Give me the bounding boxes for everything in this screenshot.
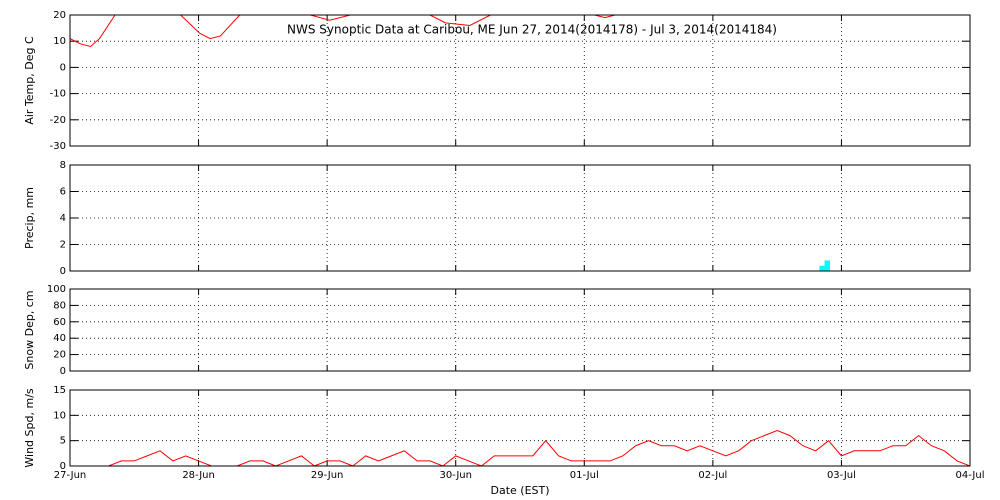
y-tick-label: 40	[53, 333, 66, 344]
x-tick-label: 30-Jun	[439, 470, 472, 481]
plot-area	[819, 260, 830, 271]
y-tick-label: 4	[60, 213, 66, 224]
y-tick-label: -10	[50, 89, 66, 100]
plot-frame	[69, 164, 971, 272]
y-tick-label: 20	[53, 350, 66, 361]
y-tick-label: 10	[53, 410, 66, 421]
y-tick-label: 20	[53, 10, 66, 21]
plot-frame	[69, 14, 971, 147]
x-axis-label: Date (EST)	[490, 484, 549, 497]
y-tick-label: 6	[60, 187, 66, 198]
y-tick-label: 60	[53, 317, 66, 328]
y-tick-label: 10	[53, 36, 66, 47]
plot-frame	[69, 288, 971, 372]
data-line	[70, 429, 970, 466]
y-axis-label: Snow Dep, cm	[23, 290, 36, 369]
y-tick-label: 0	[60, 62, 66, 73]
plot-area	[70, 429, 970, 466]
x-tick-label: 04-Jul	[956, 470, 985, 481]
y-tick-label: 0	[60, 366, 66, 377]
y-tick-label: 80	[53, 300, 66, 311]
bar	[819, 265, 825, 271]
y-tick-label: 8	[60, 160, 66, 171]
bar	[824, 260, 830, 271]
y-tick-label: 15	[53, 385, 66, 396]
y-tick-label: 0	[60, 266, 66, 277]
plot-frame	[69, 389, 971, 467]
x-tick-label: 28-Jun	[182, 470, 215, 481]
y-tick-label: -20	[50, 115, 66, 126]
y-tick-label: 100	[47, 284, 66, 295]
x-tick-label: 02-Jul	[698, 470, 727, 481]
y-tick-label: -30	[50, 141, 66, 152]
x-tick-label: 27-Jun	[54, 470, 87, 481]
x-tick-label: 01-Jul	[570, 470, 599, 481]
y-tick-label: 5	[60, 436, 66, 447]
chart-title: NWS Synoptic Data at Caribou, ME Jun 27,…	[287, 23, 777, 37]
y-axis-label: Air Temp, Deg C	[23, 36, 36, 125]
y-tick-label: 0	[60, 461, 66, 472]
y-axis-label: Wind Spd, m/s	[23, 388, 36, 468]
y-tick-label: 2	[60, 240, 66, 251]
x-tick-label: 29-Jun	[311, 470, 344, 481]
x-tick-label: 03-Jul	[827, 470, 856, 481]
y-axis-label: Precip, mm	[23, 187, 36, 249]
